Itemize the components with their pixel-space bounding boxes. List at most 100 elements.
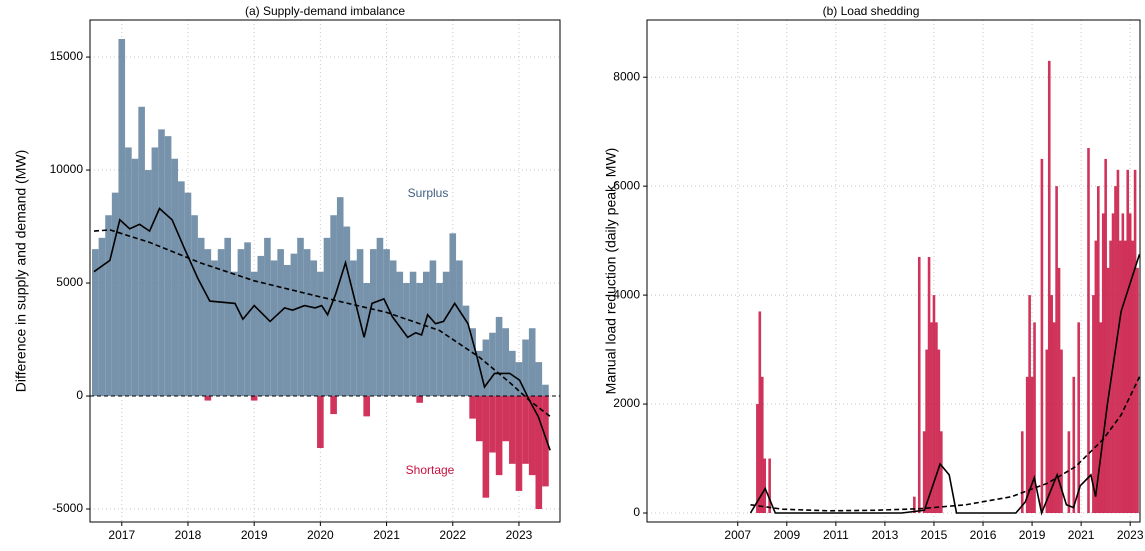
bar — [370, 249, 377, 397]
bar — [469, 396, 476, 419]
bar — [303, 249, 311, 397]
bar — [1136, 267, 1139, 514]
bar — [913, 496, 916, 514]
bar — [1121, 213, 1125, 514]
y-axis-title: Manual load reduction (daily peak, MW) — [603, 148, 619, 395]
x-tick-label: 2015 — [921, 528, 948, 542]
bar — [1133, 169, 1137, 514]
trend-line — [750, 376, 1141, 512]
bar — [317, 396, 324, 448]
x-tick-label: 2013 — [872, 528, 899, 542]
bar — [204, 249, 212, 397]
x-tick-label: 2022 — [439, 528, 466, 542]
bar — [482, 396, 490, 498]
bar — [436, 283, 443, 397]
bar — [1123, 240, 1127, 514]
bar — [396, 271, 404, 397]
bar — [184, 192, 192, 397]
bar — [1101, 213, 1105, 514]
bar — [191, 215, 198, 397]
bar — [940, 431, 943, 514]
bar — [118, 38, 126, 397]
bar — [343, 226, 351, 397]
bar — [1109, 240, 1112, 514]
bar — [1033, 322, 1036, 514]
bar — [323, 237, 331, 397]
bar — [927, 256, 931, 514]
bar — [1116, 169, 1120, 514]
y-tick-label: 6000 — [613, 178, 640, 192]
bar — [1025, 376, 1029, 514]
chart-title: (a) Supply-demand imbalance — [245, 4, 405, 18]
annotation: Shortage — [406, 463, 455, 477]
bar — [542, 396, 549, 487]
bar — [257, 255, 265, 397]
bar — [1119, 240, 1122, 514]
bar — [105, 215, 112, 397]
y-tick-label: 15000 — [50, 49, 84, 63]
bar — [932, 295, 936, 514]
bar — [1045, 349, 1049, 514]
bar — [1047, 60, 1051, 514]
bar — [211, 260, 218, 397]
bar — [1099, 322, 1103, 514]
x-tick-label: 2016 — [970, 528, 997, 542]
bar — [1106, 267, 1110, 514]
x-tick-label: 2021 — [1068, 528, 1095, 542]
bar — [277, 249, 284, 397]
bar — [283, 264, 291, 397]
bar — [1072, 376, 1076, 514]
bar — [1040, 158, 1044, 514]
bar — [231, 271, 238, 397]
bar — [1052, 322, 1056, 514]
bar — [509, 396, 516, 464]
x-tick-label: 2017 — [108, 528, 135, 542]
bar — [1020, 431, 1024, 514]
bar — [217, 249, 225, 397]
bar — [403, 283, 410, 397]
bar — [1087, 148, 1090, 514]
bar — [522, 339, 529, 397]
bar — [1055, 186, 1058, 514]
x-tick-label: 2023 — [506, 528, 533, 542]
bar — [317, 271, 324, 397]
bar — [930, 322, 933, 514]
bar — [1094, 240, 1098, 514]
bar — [925, 349, 928, 514]
bar — [763, 458, 767, 514]
bar — [1057, 267, 1061, 514]
bar — [482, 339, 490, 397]
bar — [1092, 295, 1095, 514]
bar — [1028, 295, 1031, 514]
bar — [363, 396, 371, 417]
bar — [131, 158, 139, 397]
bar — [171, 158, 179, 397]
y-tick-label: 5000 — [56, 275, 83, 289]
bar — [98, 237, 106, 397]
bar — [330, 215, 337, 397]
plot-frame — [646, 19, 1141, 523]
bar — [144, 170, 152, 397]
x-tick-label: 2023 — [1117, 528, 1144, 542]
bar — [91, 249, 99, 397]
bar — [515, 396, 523, 491]
plots: -5000 0 5000 10000 15000 2017 2018 2019 2020 2021… — [50, 19, 1144, 542]
bar — [442, 271, 450, 397]
bar — [250, 271, 258, 397]
bar — [917, 256, 921, 514]
bar — [1060, 349, 1063, 514]
bar — [1030, 376, 1034, 514]
bar — [164, 136, 172, 397]
bar — [1131, 240, 1134, 514]
bar — [204, 396, 212, 401]
chart-title: (b) Load shedding — [823, 4, 920, 18]
bar — [389, 260, 397, 397]
bar — [350, 260, 357, 397]
bar — [416, 283, 423, 397]
bar — [151, 147, 159, 397]
bar — [290, 253, 298, 397]
x-tick-label: 2007 — [724, 528, 751, 542]
bar — [495, 396, 503, 476]
annotation: Surplus — [408, 186, 449, 200]
bar — [416, 396, 423, 403]
